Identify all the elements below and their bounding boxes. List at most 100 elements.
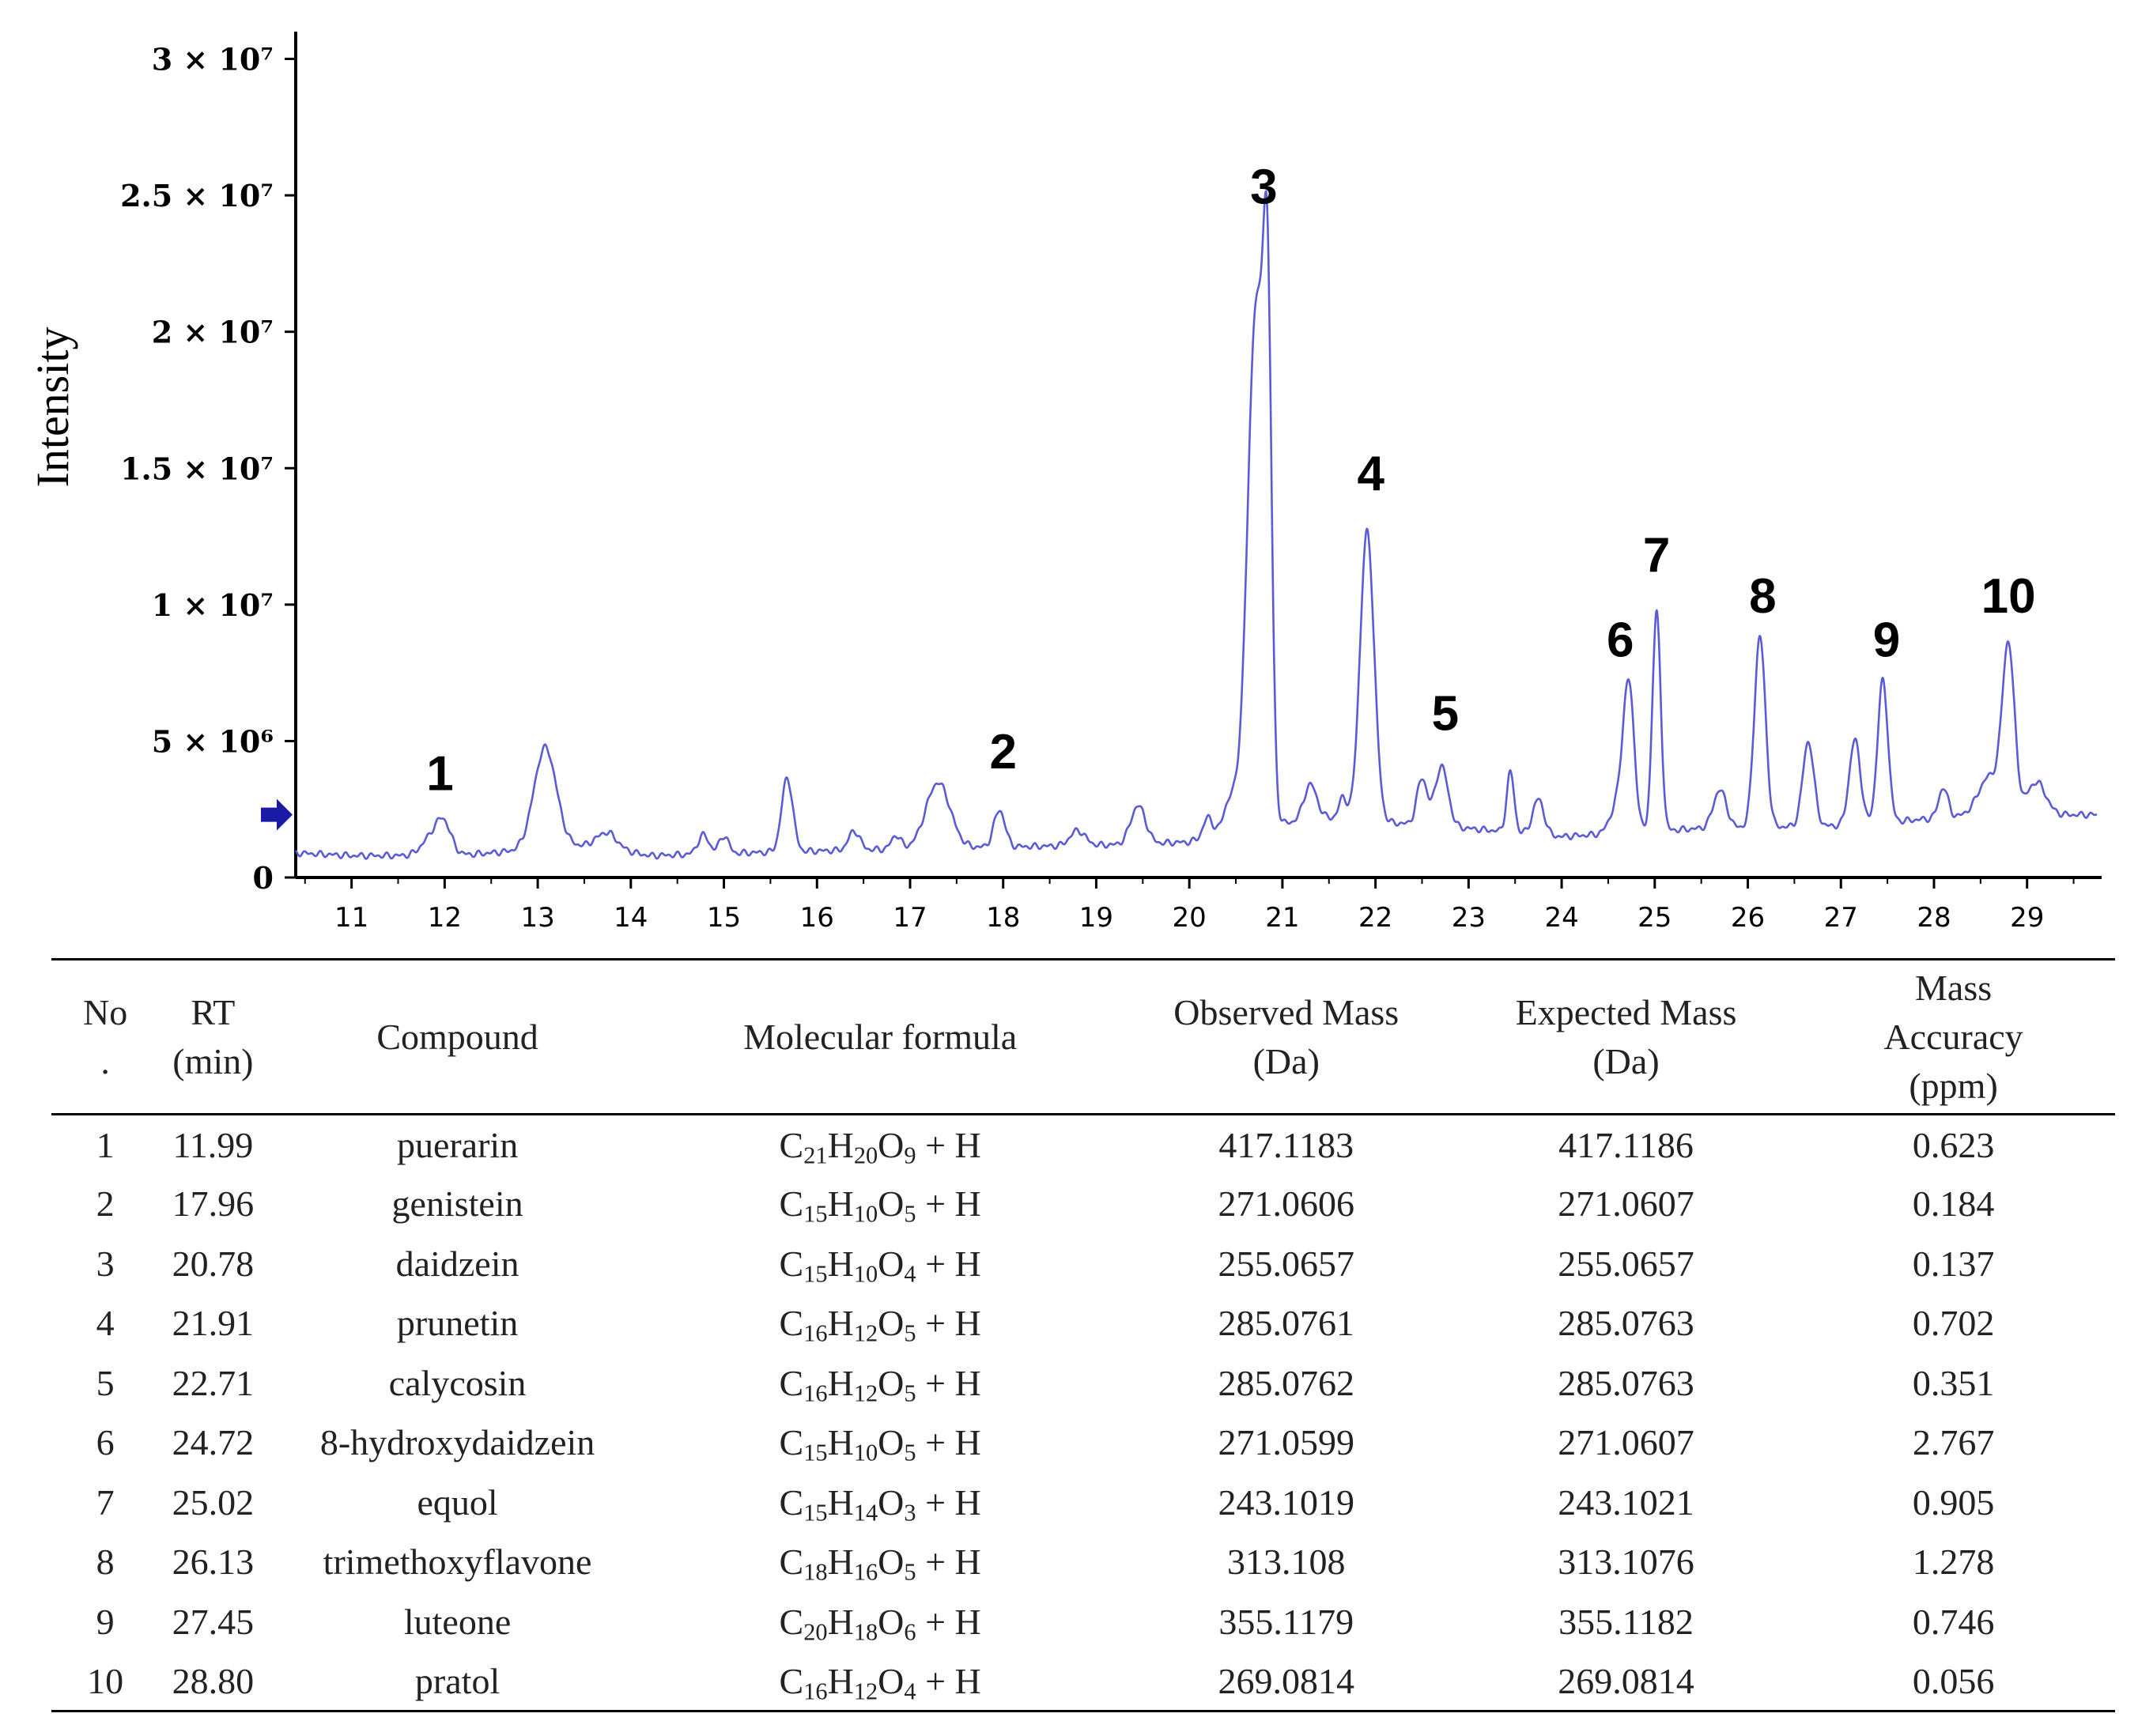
cell-rt: 25.02 (172, 1481, 255, 1523)
table-header-row: No. RT (min) Compound Molecular formula O… (51, 959, 2115, 1115)
formula-count-c: 15 (803, 1499, 828, 1527)
header-mass-accuracy: Mass Accuracy (ppm) (1883, 967, 2023, 1106)
cell-compound: genistein (391, 1183, 523, 1225)
cell-rt: 21.91 (172, 1303, 255, 1344)
cell-mass-accuracy: 0.746 (1912, 1601, 1995, 1642)
cell-compound: pratol (414, 1660, 501, 1701)
x-tick-label: 16 (800, 902, 834, 934)
x-tick-label: 27 (1824, 902, 1858, 934)
table-row: 8 26.13 trimethoxyflavone C18H16O5 + H 313.1… (51, 1532, 2115, 1592)
formula-adduct: + H (916, 1481, 981, 1523)
formula-count-h: 12 (853, 1678, 878, 1705)
table-row: 9 27.45 luteone C20H18O6 + H 355.1179 355.118… (51, 1592, 2115, 1652)
formula-count-h: 10 (853, 1439, 878, 1466)
cell-compound: equol (417, 1481, 498, 1523)
cell-no: 9 (96, 1601, 115, 1642)
formula-adduct: + H (916, 1243, 981, 1284)
header-rt: RT (min) (172, 991, 254, 1081)
formula-adduct: + H (916, 1422, 981, 1463)
table-row: 6 24.72 8-hydroxydaidzein C15H10O5 + H 271.0… (51, 1413, 2115, 1473)
cell-compound: daidzein (395, 1243, 519, 1284)
x-tick-label: 19 (1079, 902, 1113, 934)
x-tick-label: 13 (520, 902, 554, 934)
cell-rt: 11.99 (172, 1124, 254, 1165)
x-tick-label: 29 (2010, 902, 2044, 934)
x-tick-label: 22 (1358, 902, 1392, 934)
table-row: 10 28.80 pratol C16H12O4 + H 269.0814 269.081… (51, 1651, 2115, 1711)
x-tick-label: 26 (1731, 902, 1765, 934)
cell-no: 8 (96, 1542, 115, 1583)
baseline-arrow-icon (261, 798, 293, 831)
table-row: 3 20.78 daidzein C15H10O4 + H 255.0657 255.06… (51, 1234, 2115, 1294)
formula-adduct: + H (916, 1601, 981, 1642)
cell-formula: C16H12O5 + H (779, 1362, 981, 1407)
table-row: 5 22.71 calycosin C16H12O5 + H 285.0762 285.0… (51, 1353, 2115, 1413)
x-tick-label: 21 (1265, 902, 1299, 934)
cell-observed-mass: 269.0814 (1218, 1660, 1355, 1701)
formula-count-o: 6 (904, 1618, 916, 1646)
formula-count-h: 10 (853, 1260, 878, 1288)
formula-count-h: 14 (853, 1499, 878, 1527)
cell-mass-accuracy: 0.351 (1912, 1362, 1995, 1403)
peak-label-5: 5 (1432, 687, 1459, 742)
formula-count-o: 4 (904, 1678, 916, 1705)
cell-mass-accuracy: 1.278 (1912, 1542, 1995, 1583)
cell-formula: C20H18O6 + H (779, 1601, 981, 1646)
cell-rt: 24.72 (172, 1422, 255, 1463)
cell-rt: 22.71 (172, 1362, 255, 1403)
formula-adduct: + H (916, 1362, 981, 1403)
cell-observed-mass: 285.0761 (1218, 1303, 1355, 1344)
cell-mass-accuracy: 0.184 (1912, 1183, 1995, 1225)
y-tick-label: 2 × 10⁷ (152, 315, 274, 350)
cell-expected-mass: 285.0763 (1558, 1362, 1694, 1403)
x-tick-label: 18 (986, 902, 1020, 934)
formula-count-c: 16 (803, 1678, 828, 1705)
formula-count-h: 10 (853, 1200, 878, 1228)
formula-count-o: 5 (904, 1439, 916, 1466)
y-tick-label: 2.5 × 10⁷ (120, 178, 274, 213)
chromatogram-chart: 0 5 × 10⁶ 1 × 10⁷ 1.5 × 10⁷ 2 × 10⁷ 2.5 × 10⁷… (27, 32, 2102, 934)
cell-formula: C15H10O5 + H (779, 1422, 981, 1466)
peak-label-8: 8 (1749, 569, 1776, 624)
formula-count-c: 18 (803, 1558, 828, 1586)
formula-adduct: + H (916, 1303, 981, 1344)
x-tick-label: 14 (614, 902, 648, 934)
cell-compound: prunetin (396, 1303, 519, 1344)
header-compound: Compound (376, 1016, 538, 1057)
cell-rt: 28.80 (172, 1660, 255, 1701)
peak-label-1: 1 (426, 747, 453, 802)
formula-count-c: 16 (803, 1319, 828, 1347)
x-tick-label: 11 (334, 902, 368, 934)
cell-expected-mass: 243.1021 (1558, 1481, 1694, 1523)
header-formula: Molecular formula (743, 1016, 1018, 1057)
cell-observed-mass: 243.1019 (1218, 1481, 1355, 1523)
formula-count-c: 15 (803, 1260, 828, 1288)
cell-expected-mass: 271.0607 (1558, 1422, 1694, 1463)
cell-formula: C16H12O4 + H (779, 1660, 981, 1705)
formula-count-o: 5 (904, 1200, 916, 1228)
cell-mass-accuracy: 0.702 (1912, 1303, 1995, 1344)
cell-mass-accuracy: 0.623 (1912, 1124, 1995, 1165)
cell-compound: trimethoxyflavone (323, 1542, 592, 1583)
header-observed-mass: Observed Mass (Da) (1173, 991, 1400, 1081)
formula-count-o: 5 (904, 1319, 916, 1347)
peak-label-4: 4 (1357, 447, 1384, 501)
x-tick-label: 12 (428, 902, 462, 934)
cell-no: 5 (96, 1362, 115, 1403)
formula-count-c: 15 (803, 1200, 828, 1228)
y-tick-label: 1.5 × 10⁷ (120, 451, 274, 486)
x-tick-label: 25 (1637, 902, 1671, 934)
x-tick-label: 15 (707, 902, 741, 934)
peak-label-6: 6 (1607, 613, 1634, 667)
cell-observed-mass: 285.0762 (1218, 1362, 1355, 1403)
cell-mass-accuracy: 0.905 (1912, 1481, 1995, 1523)
peak-label-2: 2 (989, 725, 1016, 779)
cell-no: 3 (96, 1243, 115, 1284)
cell-formula: C15H10O4 + H (779, 1243, 981, 1288)
table-body: 1 11.99 puerarin C21H20O9 + H 417.1183 417.11… (51, 1115, 2115, 1711)
x-tick-label: 28 (1917, 902, 1951, 934)
cell-expected-mass: 255.0657 (1558, 1243, 1694, 1284)
table-row: 2 17.96 genistein C15H10O5 + H 271.0606 271.0… (51, 1174, 2115, 1234)
cell-compound: 8-hydroxydaidzein (319, 1422, 595, 1463)
